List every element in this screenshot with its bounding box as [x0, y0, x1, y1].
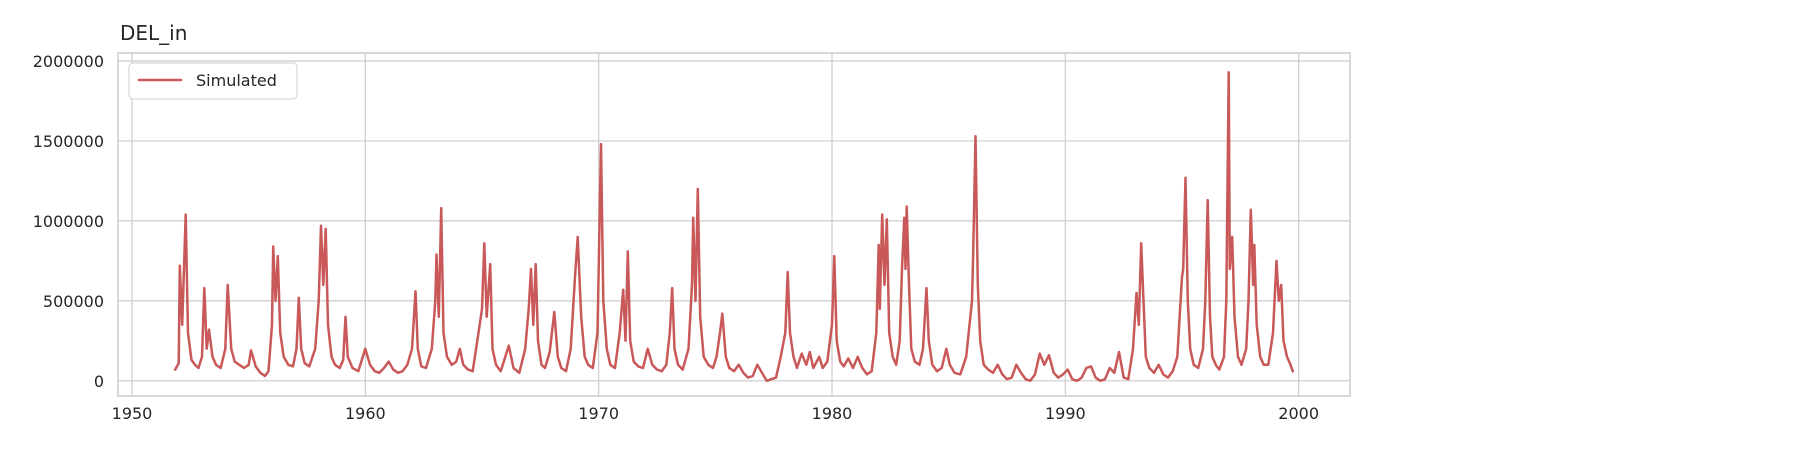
y-tick-label: 1500000: [33, 132, 104, 151]
y-tick-label: 0: [94, 372, 104, 391]
x-tick-label: 1980: [812, 404, 853, 423]
x-tick-label: 1990: [1045, 404, 1086, 423]
legend: Simulated: [128, 62, 298, 100]
series-line-simulated: [173, 70, 1295, 383]
y-tick-label: 1000000: [33, 212, 104, 231]
legend-box: [128, 62, 298, 100]
chart-title: DEL_in: [120, 21, 187, 45]
legend-label-simulated: Simulated: [196, 71, 277, 90]
y-axis-ticks: 0 500000 1000000 1500000 2000000: [33, 52, 104, 391]
series-layer: [173, 70, 1295, 383]
x-tick-label: 1960: [345, 404, 386, 423]
plot-area: [118, 53, 1350, 396]
y-tick-label: 2000000: [33, 52, 104, 71]
x-axis-ticks: 1950 1960 1970 1980 1990 2000: [112, 404, 1319, 423]
x-tick-label: 2000: [1278, 404, 1319, 423]
y-tick-label: 500000: [43, 292, 104, 311]
x-tick-label: 1950: [112, 404, 153, 423]
plot-frame: [117, 52, 1351, 397]
x-tick-label: 1970: [578, 404, 619, 423]
